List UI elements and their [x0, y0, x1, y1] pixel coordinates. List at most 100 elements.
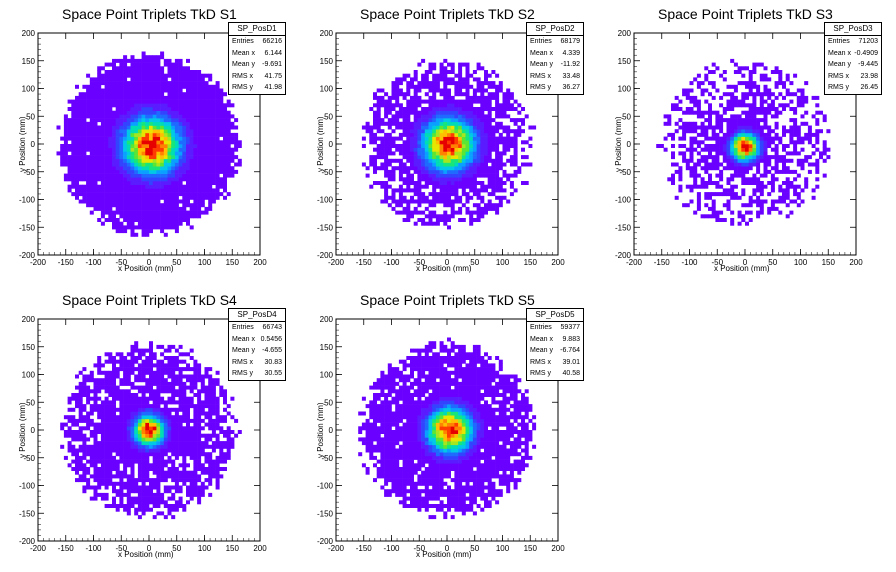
heatmap-cell — [480, 88, 485, 93]
heatmap-cell — [167, 144, 172, 148]
heatmap-cell — [134, 99, 139, 104]
heatmap-cell — [726, 162, 731, 167]
heatmap-cell — [387, 169, 392, 174]
heatmap-cell — [465, 77, 470, 82]
heatmap-cell — [100, 162, 105, 167]
heatmap-cell — [793, 192, 798, 197]
heatmap-cell — [796, 173, 801, 178]
heatmap-cell — [145, 385, 150, 390]
heatmap-cell — [391, 103, 396, 108]
heatmap-cell — [696, 140, 701, 145]
heatmap-cell — [182, 158, 187, 163]
heatmap-cell — [119, 455, 124, 460]
heatmap-cell — [402, 92, 407, 97]
heatmap-cell — [406, 158, 411, 163]
heatmap-cell — [361, 162, 366, 167]
heatmap-cell — [119, 62, 124, 67]
heatmap-cell — [793, 73, 798, 78]
heatmap-cell — [123, 99, 128, 104]
heatmap-cell — [126, 121, 131, 126]
heatmap-cell — [171, 140, 176, 145]
heatmap-cell — [770, 129, 775, 134]
heatmap-cell — [454, 121, 459, 126]
heatmap-cell — [104, 162, 109, 167]
heatmap-cell — [156, 103, 161, 108]
heatmap-cell — [186, 99, 190, 104]
heatmap-cell — [521, 140, 525, 145]
heatmap-cell — [134, 132, 139, 137]
heatmap-cell — [86, 140, 91, 145]
heatmap-cell — [193, 107, 198, 111]
heatmap-cell — [104, 467, 109, 471]
heatmap-cell — [75, 192, 79, 197]
heatmap-cell — [793, 129, 798, 134]
heatmap-cell — [223, 184, 227, 189]
heatmap-cell — [186, 132, 190, 137]
heatmap-cell — [89, 169, 94, 174]
heatmap-cell — [215, 181, 220, 185]
heatmap-cell — [123, 114, 128, 119]
heatmap-cell — [100, 470, 105, 475]
heatmap-cell — [75, 385, 79, 390]
heatmap-cell — [454, 144, 459, 148]
heatmap-cell — [108, 400, 113, 405]
heatmap-cell — [126, 492, 131, 497]
heatmap-cell — [219, 166, 224, 171]
heatmap-cell — [737, 132, 742, 137]
heatmap-cell — [715, 166, 720, 171]
heatmap-cell — [86, 418, 91, 423]
heatmap-cell — [428, 129, 433, 134]
heatmap-cell — [700, 81, 705, 86]
heatmap-cell — [75, 374, 79, 379]
heatmap-cell — [376, 136, 381, 141]
heatmap-cell — [104, 147, 109, 152]
heatmap-cell — [726, 99, 731, 104]
heatmap-cell — [763, 88, 768, 93]
heatmap-cell — [108, 62, 113, 67]
heatmap-cell — [376, 147, 381, 152]
heatmap-cell — [137, 103, 142, 108]
heatmap-cell — [123, 444, 128, 449]
stats-box: SP_PosD2 Entries 68179 Mean x 4.339 Mean y… — [526, 22, 584, 95]
heatmap-cell — [472, 144, 477, 148]
heatmap-cell — [443, 103, 448, 108]
heatmap-cell — [160, 132, 165, 137]
heatmap-cell — [480, 166, 485, 171]
heatmap-cell — [178, 166, 183, 171]
heatmap-cell — [719, 125, 724, 130]
heatmap-cell — [395, 203, 400, 208]
heatmap-cell — [406, 218, 411, 222]
heatmap-cell — [759, 203, 764, 208]
heatmap-cell — [152, 155, 157, 160]
heatmap-cell — [134, 144, 139, 148]
heatmap-cell — [696, 84, 701, 89]
heatmap-cell — [89, 210, 94, 215]
heatmap-cell — [458, 70, 463, 74]
heatmap-cell — [60, 426, 65, 431]
heatmap-cell — [748, 88, 753, 93]
heatmap-cell — [733, 158, 738, 163]
heatmap-cell — [733, 155, 738, 160]
heatmap-cell — [86, 393, 91, 397]
heatmap-cell — [730, 147, 735, 152]
heatmap-cell — [82, 437, 87, 442]
heatmap-cell — [134, 496, 139, 501]
heatmap-cell — [108, 389, 113, 394]
heatmap-cell — [100, 496, 105, 501]
heatmap-cell — [82, 162, 87, 167]
heatmap-cell — [163, 158, 168, 163]
heatmap-cell — [193, 144, 198, 148]
heatmap-cell — [461, 173, 466, 178]
heatmap-cell — [97, 132, 102, 137]
heatmap-cell — [108, 192, 113, 197]
heatmap-cell — [704, 88, 709, 93]
heatmap-cell — [447, 144, 451, 148]
heatmap-cell — [186, 199, 190, 204]
heatmap-cell — [770, 184, 775, 189]
heatmap-cell — [100, 210, 105, 215]
heatmap-cell — [443, 169, 448, 174]
heatmap-cell — [126, 489, 131, 494]
heatmap-cell — [424, 214, 429, 219]
heatmap-cell — [78, 169, 83, 174]
heatmap-cell — [461, 166, 466, 171]
